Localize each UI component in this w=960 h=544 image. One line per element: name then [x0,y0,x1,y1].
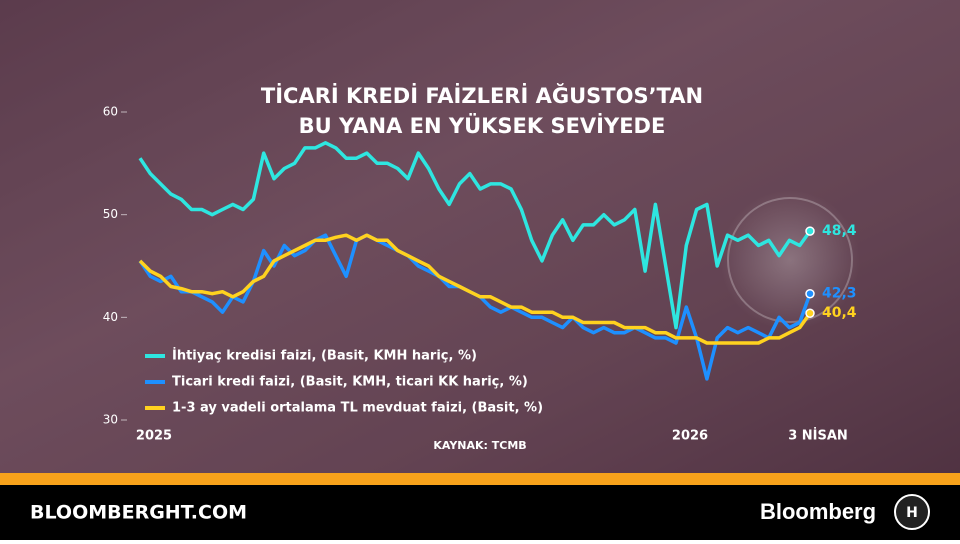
orange-strip [0,473,960,485]
x-tick-label: 2025 [136,429,172,444]
logo-mark: H [906,505,918,521]
glow-ring [727,197,853,323]
footer-site: BLOOMBERGHT.COM [30,502,247,524]
x-tick-label: 3 NİSAN [788,428,848,444]
footer-brand: Bloomberg [760,499,876,524]
end-dot [805,288,815,299]
footer-bar [0,485,960,540]
series-line [138,141,812,330]
y-tick-label: 50 [103,207,118,221]
y-tick-label: 30 [103,413,118,427]
series-line [138,233,812,345]
end-label: 40,4 [822,305,857,321]
y-tick-label: 40 [103,310,118,324]
end-label: 48,4 [822,223,857,239]
x-tick-label: 2026 [672,429,708,444]
legend-label: 1-3 ay vadeli ortalama TL mevduat faizi,… [172,401,543,416]
legend-label: İhtiyaç kredisi faizi, (Basit, KMH hariç… [172,348,477,364]
source: KAYNAK: TCMB [433,439,526,452]
end-dot [805,308,815,318]
logo [894,494,930,530]
end-dot [805,226,815,236]
end-label: 42,3 [822,286,857,302]
legend-label: Ticari kredi faizi, (Basit, KMH, ticari … [172,375,528,390]
chart-title: BU YANA EN YÜKSEK SEVİYEDE [299,113,666,138]
glow [720,190,860,330]
chart-title: TİCARİ KREDİ FAİZLERİ AĞUSTOS’TAN [261,83,703,108]
y-tick-label: 60 [103,105,118,119]
